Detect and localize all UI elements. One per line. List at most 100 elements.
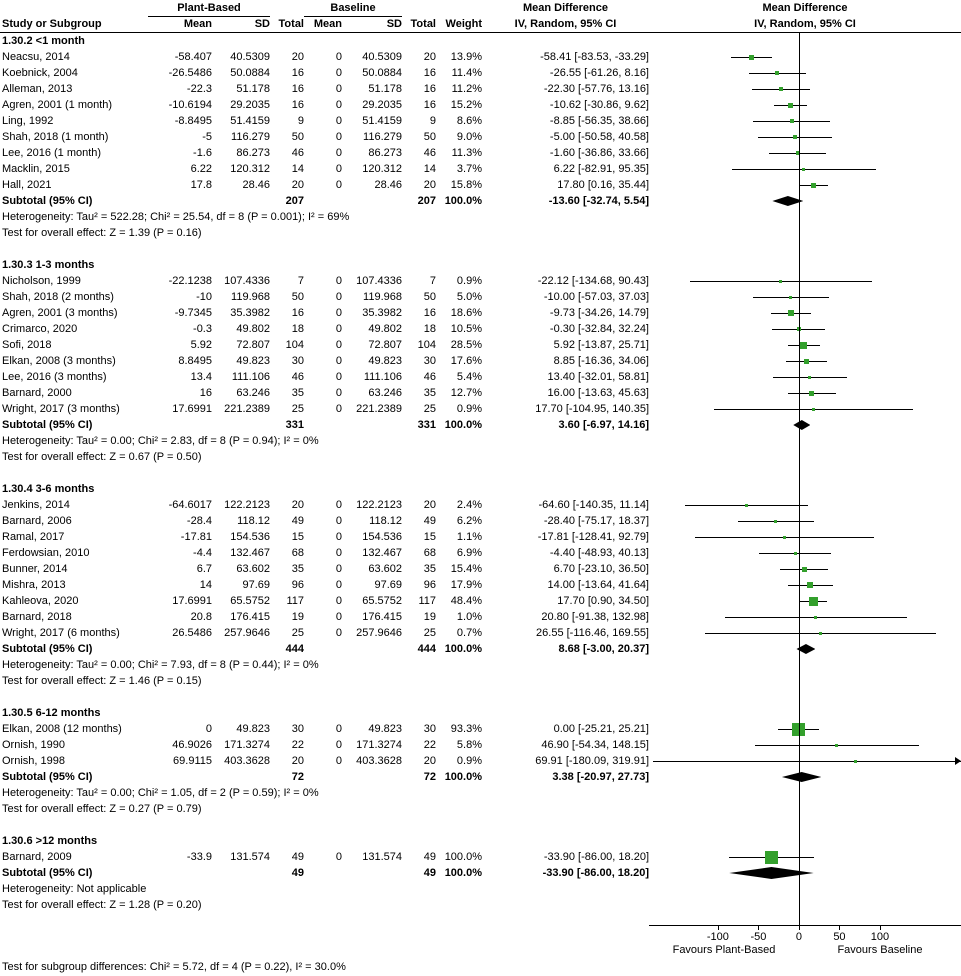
plant-sd: 120.312 xyxy=(230,163,270,175)
plant-mean: -22.3 xyxy=(186,83,212,95)
weight-value: 11.4% xyxy=(451,67,482,79)
md-ci-text: 69.91 [-180.09, 319.91] xyxy=(535,755,649,767)
study-name: Crimarco, 2020 xyxy=(2,323,78,335)
md-ci-text: 17.70 [0.90, 34.50] xyxy=(557,595,649,607)
plant-total: 16 xyxy=(291,307,304,319)
plot-cell xyxy=(649,721,961,737)
plant-total: 46 xyxy=(291,147,304,159)
baseline-total: 20 xyxy=(423,755,436,767)
plant-mean: -9.7345 xyxy=(174,307,212,319)
study-name: Jenkins, 2014 xyxy=(2,499,70,511)
axis-tick-label: -100 xyxy=(706,931,729,943)
plant-sd: 111.106 xyxy=(231,371,270,383)
study-name: Alleman, 2013 xyxy=(2,83,73,95)
md-ci-text: 20.80 [-91.38, 132.98] xyxy=(541,611,649,623)
weight-value: 0.9% xyxy=(456,403,482,415)
axis-tick-label: -50 xyxy=(750,931,767,943)
plant-mean: -10.6194 xyxy=(168,99,212,111)
axis-tick-label: 50 xyxy=(833,931,846,943)
baseline-sd: 49.823 xyxy=(368,355,402,367)
plant-mean: 69.9115 xyxy=(173,755,212,767)
md-ci-text: -26.55 [-61.26, 8.16] xyxy=(549,67,649,79)
baseline-total: 46 xyxy=(423,371,436,383)
plant-sd: 51.178 xyxy=(236,83,270,95)
subgroup-label-row: 1.30.6 >12 months xyxy=(0,833,961,849)
baseline-sd: 221.2389 xyxy=(356,403,402,415)
overall-effect-row: Test for overall effect: Z = 1.39 (P = 0… xyxy=(0,225,961,241)
subgroup-label-row: 1.30.2 <1 month xyxy=(0,33,961,49)
plant-mean: -64.6017 xyxy=(168,499,212,511)
plot-cell xyxy=(649,593,961,609)
plant-sd: 171.3274 xyxy=(224,739,270,751)
axis-tick-label: 0 xyxy=(795,931,802,943)
effect-square xyxy=(801,566,807,572)
study-name: Barnard, 2000 xyxy=(2,387,72,399)
subtotal-plant-total: 207 xyxy=(285,195,304,207)
effect-square xyxy=(788,310,795,316)
baseline-total: 25 xyxy=(423,627,436,639)
weight-value: 0.9% xyxy=(456,755,482,767)
subtotal-weight: 100.0% xyxy=(444,419,482,431)
effect-square xyxy=(775,71,780,75)
plant-mean: 20.8 xyxy=(190,611,212,623)
plant-mean: -5 xyxy=(202,131,212,143)
md-ci-text: -17.81 [-128.41, 92.79] xyxy=(537,531,649,543)
study-name: Lee, 2016 (3 months) xyxy=(2,371,107,383)
heterogeneity-row: Heterogeneity: Tau² = 0.00; Chi² = 7.93,… xyxy=(0,657,961,673)
plot-cell xyxy=(649,865,961,881)
study-name: Shah, 2018 (1 month) xyxy=(2,131,109,143)
overall-effect-text: Test for overall effect: Z = 0.67 (P = 0… xyxy=(2,451,202,463)
plot-cell xyxy=(649,161,961,177)
plant-total: 50 xyxy=(291,291,304,303)
spacer-row xyxy=(0,465,961,481)
baseline-sd: 86.273 xyxy=(368,147,402,159)
baseline-total: 30 xyxy=(423,355,436,367)
study-row: Sofi, 2018 5.92 72.807 104 0 72.807 104 28.5% 5.… xyxy=(0,337,961,353)
weight-value: 5.8% xyxy=(456,739,482,751)
baseline-mean: 0 xyxy=(335,563,342,575)
col-md-method: IV, Random, 95% CI xyxy=(514,18,617,30)
plant-total: 14 xyxy=(291,163,304,175)
weight-value: 3.7% xyxy=(456,163,482,175)
x-axis-line xyxy=(649,925,961,931)
baseline-sd: 116.279 xyxy=(363,131,402,143)
md-ci-text: -10.00 [-57.03, 37.03] xyxy=(543,291,649,303)
subtotal-row: Subtotal (95% CI) 331 331 100.0% 3.60 [-6.97… xyxy=(0,417,961,433)
baseline-sd: 51.4159 xyxy=(362,115,402,127)
plant-total: 96 xyxy=(291,579,304,591)
study-row: Shah, 2018 (1 month) -5 116.279 50 0 116.279 5… xyxy=(0,129,961,145)
study-row: Shah, 2018 (2 months) -10 119.968 50 0 119.96… xyxy=(0,289,961,305)
plant-sd: 49.802 xyxy=(236,323,270,335)
plant-sd: 72.807 xyxy=(236,339,270,351)
baseline-sd: 107.4336 xyxy=(356,275,402,287)
baseline-sd: 72.807 xyxy=(368,339,402,351)
subtotal-row: Subtotal (95% CI) 207 207 100.0% -13.60 [-32… xyxy=(0,193,961,209)
subtotal-plant-total: 444 xyxy=(285,643,304,655)
study-name: Ling, 1992 xyxy=(2,115,54,127)
baseline-total: 9 xyxy=(429,115,436,127)
plant-mean: 8.8495 xyxy=(178,355,212,367)
study-row: Lee, 2016 (1 month) -1.6 86.273 46 0 86.273 46… xyxy=(0,145,961,161)
header-columns-row: Study or Subgroup Mean SD Total Mean SD … xyxy=(0,16,961,32)
subtotal-baseline-total: 331 xyxy=(417,419,436,431)
plot-cell xyxy=(649,337,961,353)
plant-mean: -26.5486 xyxy=(168,67,212,79)
effect-square xyxy=(811,407,815,411)
subtotal-weight: 100.0% xyxy=(444,771,482,783)
plant-total: 25 xyxy=(291,627,304,639)
study-name: Neacsu, 2014 xyxy=(2,51,70,63)
subtotal-row: Subtotal (95% CI) 72 72 100.0% 3.38 [-20.97,… xyxy=(0,769,961,785)
plant-sd: 403.3628 xyxy=(224,755,270,767)
baseline-mean: 0 xyxy=(335,339,342,351)
baseline-total: 15 xyxy=(423,531,436,543)
plot-cell xyxy=(649,545,961,561)
md-ci-text: 46.90 [-54.34, 148.15] xyxy=(541,739,649,751)
plant-mean: 6.7 xyxy=(196,563,212,575)
axis-tick xyxy=(879,926,881,930)
md-ci-text: -1.60 [-36.86, 33.66] xyxy=(549,147,649,159)
effect-square xyxy=(774,519,778,523)
weight-value: 11.3% xyxy=(451,147,482,159)
baseline-sd: 97.69 xyxy=(374,579,402,591)
md-ci-text: -33.90 [-86.00, 18.20] xyxy=(543,851,649,863)
plant-sd: 63.246 xyxy=(236,387,270,399)
